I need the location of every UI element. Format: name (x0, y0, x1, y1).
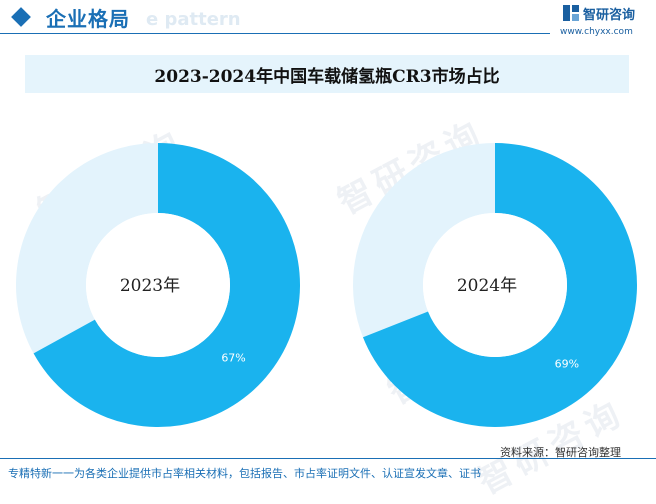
section-subtitle-ghost: e pattern (146, 9, 241, 30)
pie-slice-rest (353, 143, 495, 338)
data-source: 资料来源：智研咨询整理 (500, 446, 621, 459)
pie-slice-rest (15, 142, 158, 354)
pie-slice-share (33, 143, 300, 427)
brand-name: 智研咨询 (583, 8, 636, 23)
donut-chart-2: 2024年 69% (353, 143, 637, 427)
footer-note: 专精特新一一为各类企业提供市占率相关材料，包括报告、市占率证明文件、认证宣发文章… (8, 467, 481, 480)
header-divider (0, 33, 550, 34)
chart-title: 2023-2024年中国车载储氢瓶CR3市场占比 (154, 66, 500, 87)
footer-divider (0, 458, 656, 459)
brand-url: www.chyxx.com (560, 27, 633, 37)
donut-center-label: 2024年 (457, 276, 517, 296)
chyxx-logo-icon (563, 5, 579, 21)
data-label: 67% (221, 352, 245, 365)
donut-chart-1: 2023年 67% (15, 142, 300, 427)
chart-title-bar: 2023-2024年中国车载储氢瓶CR3市场占比 (25, 55, 629, 93)
page-header: 企业格局 e pattern 智研咨询 www.chyxx.com (0, 0, 656, 40)
donut-charts: 2023年 67% 2024年 69% (15, 142, 637, 427)
pie-slice-share (362, 143, 637, 427)
donut-center-label: 2023年 (120, 276, 180, 296)
data-label: 69% (555, 357, 579, 370)
section-title: 企业格局 (46, 7, 130, 31)
donut-hole (423, 213, 567, 357)
donut-hole (86, 213, 230, 357)
